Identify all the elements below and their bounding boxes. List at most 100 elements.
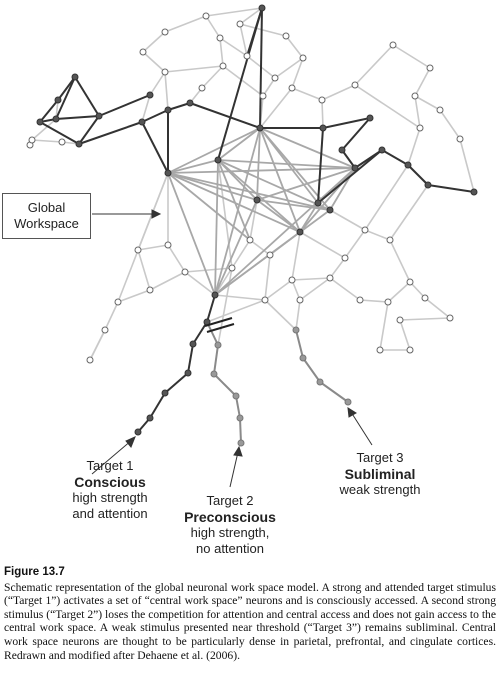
inactive-neuron-node (161, 28, 169, 36)
connection-line (239, 417, 242, 444)
connection-line (57, 76, 76, 101)
inactive-neuron-node (318, 96, 326, 104)
connection-line (184, 267, 233, 273)
connection-line (214, 294, 266, 301)
connection-line (217, 159, 356, 169)
figure-number: Figure 13.7 (4, 566, 65, 578)
active-neuron-node (189, 340, 197, 348)
connection-line (344, 229, 366, 259)
annotation-arrows (91, 209, 373, 488)
inactive-neuron-node (361, 226, 369, 234)
connection-line (317, 127, 324, 204)
active-neuron-node (161, 389, 169, 397)
connection-line (141, 121, 169, 174)
arrow-head (125, 436, 136, 448)
connection-line (214, 127, 261, 296)
connection-line (381, 149, 409, 166)
inactive-neuron-node (351, 81, 359, 89)
connection-line (249, 239, 271, 256)
inactive-neuron-node (406, 346, 414, 354)
inactive-neuron-node (341, 254, 349, 262)
inactive-neuron-node (376, 346, 384, 354)
connection-line (217, 7, 263, 161)
connection-line (295, 329, 304, 359)
active-neuron-node (404, 161, 412, 169)
connection-line (39, 99, 59, 123)
connection-line (399, 317, 451, 321)
connection-line (167, 102, 191, 111)
connection-line (213, 344, 219, 375)
connection-line (249, 199, 258, 241)
inactive-neuron-node (288, 276, 296, 284)
connection-line (399, 319, 411, 351)
connection-line (322, 117, 371, 129)
connection-line (39, 121, 80, 145)
active-neuron-node (256, 124, 264, 132)
inactive-neuron-node (389, 41, 397, 49)
connection-line (142, 31, 166, 53)
connection-line (439, 109, 461, 140)
connection-line (78, 121, 143, 145)
active-neuron-node (214, 156, 222, 164)
active-neuron-node (52, 115, 60, 123)
active-neuron-node (351, 164, 359, 172)
active-neuron-node (319, 124, 327, 132)
inactive-neuron-node (161, 68, 169, 76)
connection-line (206, 299, 266, 323)
connection-line (389, 239, 411, 283)
inactive-neuron-node (243, 52, 251, 60)
inactive-neuron-node (261, 296, 269, 304)
arrow-target-1 (91, 439, 133, 475)
connection-line (217, 159, 301, 233)
connection-line (89, 329, 106, 361)
connection-line (256, 199, 331, 211)
inactive-neuron-node (356, 296, 364, 304)
connection-line (239, 7, 263, 25)
arrow-target-2 (229, 451, 239, 488)
inactive-neuron-node (384, 298, 392, 306)
inactive-neuron-node (288, 84, 296, 92)
active-neuron-node (338, 146, 346, 154)
connection-line (214, 209, 331, 296)
inactive-neuron-node (181, 268, 189, 276)
preconscious-neuron-node (299, 354, 307, 362)
connection-line (354, 84, 421, 129)
connection-line (167, 172, 251, 241)
active-neuron-node (470, 188, 478, 196)
connection-line (201, 65, 224, 89)
active-neuron-node (95, 112, 103, 120)
connection-line (137, 249, 151, 291)
connection-line (167, 172, 216, 296)
inactive-neuron-node (134, 246, 142, 254)
connection-line (78, 115, 100, 145)
active-neuron-node (146, 414, 154, 422)
active-neuron-node (211, 291, 219, 299)
inactive-neuron-node (228, 264, 236, 272)
connection-line (259, 7, 263, 129)
active-neuron-node (71, 73, 79, 81)
active-neuron-node (146, 91, 154, 99)
arrow-head (233, 445, 243, 457)
preconscious-neuron-node (210, 370, 218, 378)
active-neuron-node (378, 146, 386, 154)
connection-line (329, 209, 366, 231)
connection-line (184, 271, 216, 296)
connection-line (354, 44, 394, 86)
active-neuron-node (258, 4, 266, 12)
connection-line (427, 184, 475, 193)
inactive-neuron-node (146, 286, 154, 294)
inactive-neuron-node (271, 74, 279, 82)
preconscious-neuron-node (214, 341, 222, 349)
connection-line (259, 127, 301, 233)
connection-line (364, 229, 391, 241)
connection-line (319, 381, 349, 403)
active-neuron-node (54, 96, 62, 104)
connection-line (407, 164, 429, 186)
connection-line (231, 239, 251, 269)
inactive-neuron-node (216, 34, 224, 42)
active-neuron-node (296, 228, 304, 236)
connection-line (299, 202, 319, 233)
connection-line (219, 37, 224, 67)
connection-line (239, 23, 248, 57)
connection-line (256, 167, 356, 201)
